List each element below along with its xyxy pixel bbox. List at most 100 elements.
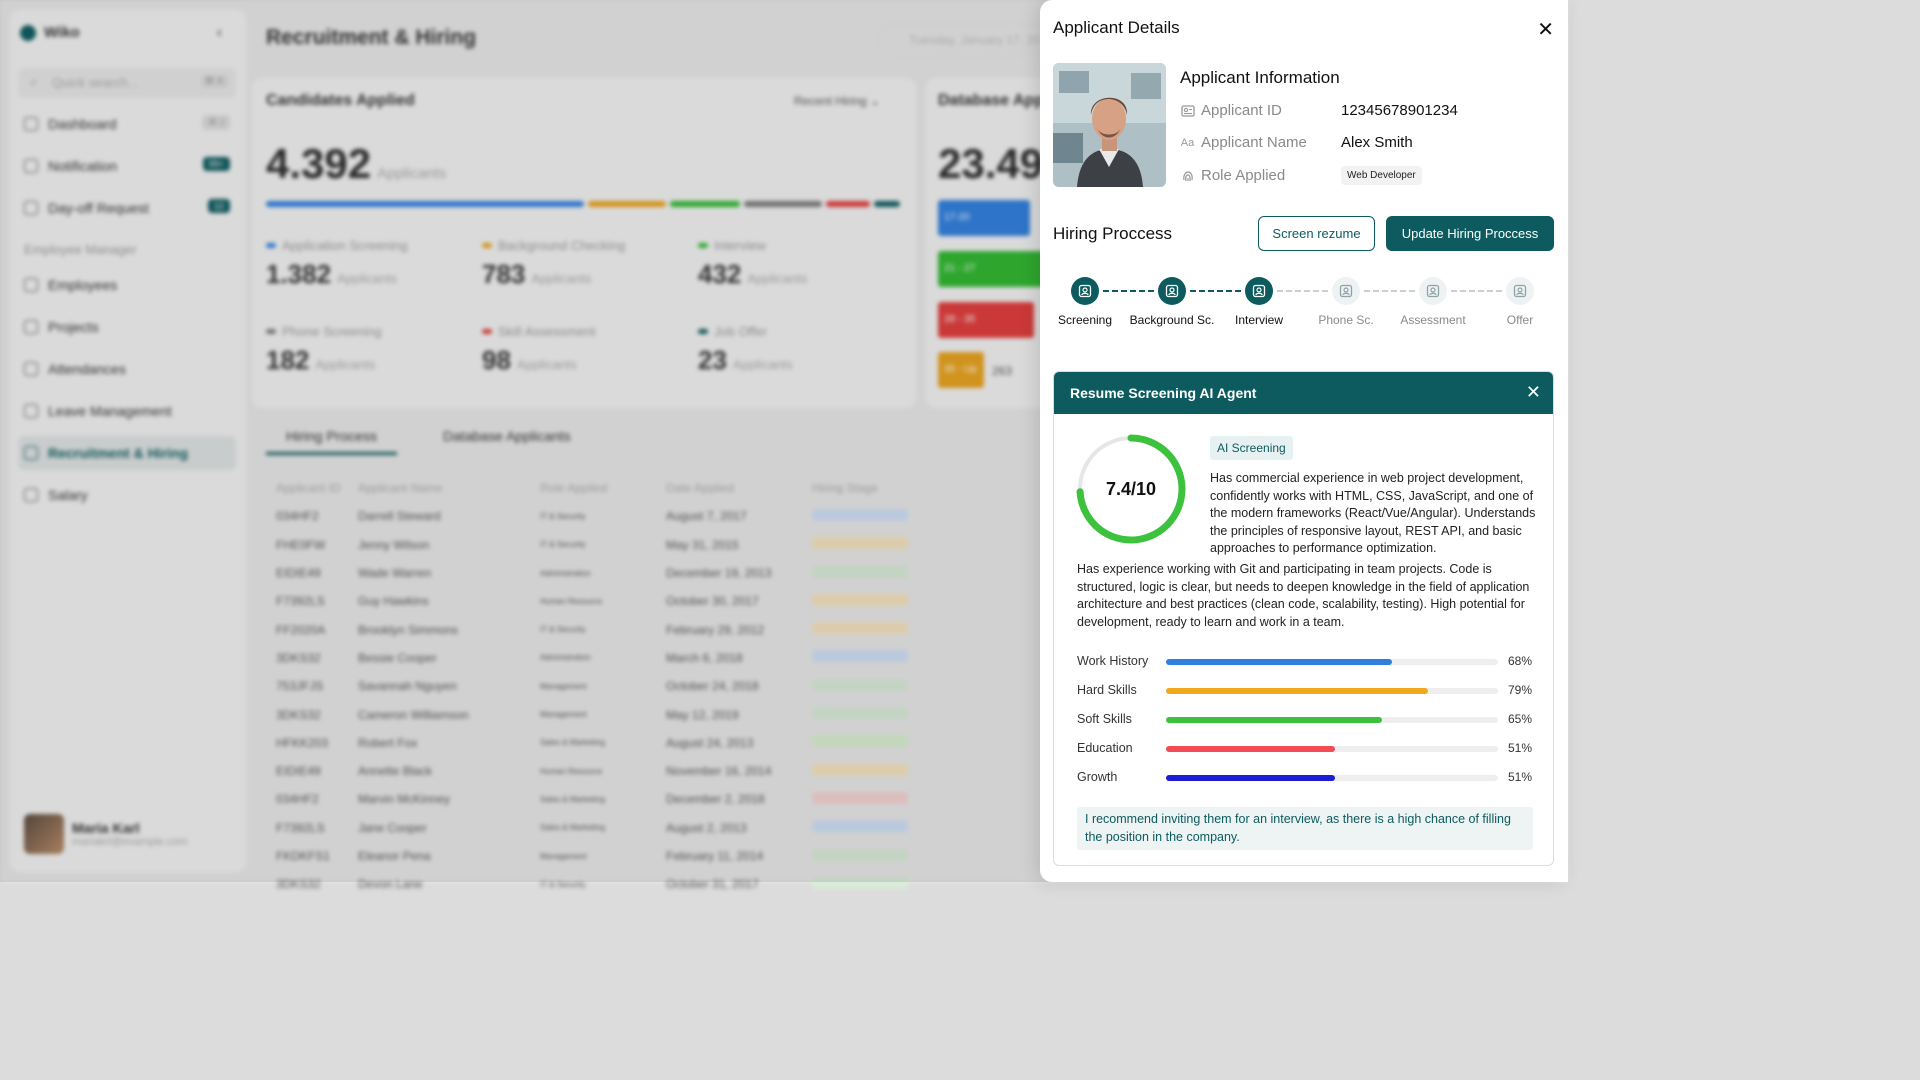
stat-value: 783 (482, 259, 526, 289)
stat-label: Interview (714, 238, 767, 253)
step-interview-icon[interactable] (1245, 277, 1273, 305)
table-cell: Guy Hawkins (358, 594, 429, 609)
table-cell (812, 763, 932, 779)
table-row[interactable]: 034HF2 Marvin McKinney Sales & Marketing De… (266, 785, 946, 813)
table-cell: Management (540, 681, 587, 691)
field-applicant-id: Applicant ID 12345678901234 (1180, 102, 1458, 119)
close-icon[interactable]: ✕ (1537, 19, 1554, 41)
table-cell: Jenny Wilson (358, 537, 430, 552)
stat-value: 182 (266, 345, 310, 375)
age-bar: 17-20 (938, 200, 1030, 236)
table-row[interactable]: 034HF2 Darrell Steward IT & Security August… (266, 502, 946, 530)
table-cell: Sales & Marketing (540, 823, 605, 833)
ai-agent-header: Resume Screening AI Agent ✕ (1054, 372, 1553, 414)
table-row[interactable]: 753JFJS Savannah Nguyen Management October … (266, 672, 946, 700)
table-row[interactable]: 3DKS32 Devon Lane IT & Security October 31,… (266, 870, 946, 898)
sidebar-item-employees[interactable]: Employees (18, 268, 236, 302)
table-row[interactable]: FF2020A Brooklyn Simmons IT & Security Febr… (266, 615, 946, 643)
sidebar-item-attendances[interactable]: Attendances (18, 352, 236, 386)
metric-fill (1166, 746, 1336, 752)
table-cell: HFKK203 (276, 735, 329, 750)
table-cell: Sales & Marketing (540, 794, 605, 804)
stat-label: Application Screening (282, 238, 408, 253)
metric-percent: 79% (1508, 683, 1533, 697)
stat-phone-screening: Phone Screening 182 Applicants (266, 324, 466, 376)
sidebar-item-day-off[interactable]: Day-off Request 12 (18, 191, 236, 225)
sidebar-item-label: Employees (48, 277, 118, 293)
col-header[interactable]: Hiring Stage (812, 481, 879, 496)
sidebar-item-leave[interactable]: Leave Management (18, 394, 236, 428)
table-row[interactable]: FHE0FW Jenny Wilson IT & Security May 31, 2… (266, 531, 946, 559)
table-row[interactable]: F7392LS Jane Cooper Sales & Marketing Augus… (266, 814, 946, 842)
search-input[interactable]: ⌕ Quick search... ⌘ K (18, 68, 236, 98)
stat-unit: Applicants (337, 271, 398, 286)
table-row[interactable]: 3DKS32 Cameron Williamson Management May 12… (266, 700, 946, 728)
table-cell (812, 735, 932, 750)
table-cell: March 6, 2018 (666, 650, 743, 665)
stage-distribution-bar (266, 201, 902, 207)
applicant-info-title: Applicant Information (1180, 68, 1340, 87)
table-row[interactable]: EIDIE49 Wade Warren Administration December… (266, 559, 946, 587)
metric-hard-skills: Hard Skills 79% (1077, 683, 1537, 699)
applicant-photo (1053, 63, 1166, 187)
table-cell (812, 622, 932, 637)
table-cell: Bessie Cooper (358, 650, 437, 665)
score-value: 7.4/10 (1105, 478, 1157, 499)
stat-value: 23 (698, 345, 727, 375)
table-cell: 3DKS32 (276, 877, 321, 892)
table-cell: February 11, 2014 (666, 849, 764, 863)
update-hiring-process-button[interactable]: Update Hiring Proccess (1386, 216, 1554, 251)
step-assessment-icon[interactable] (1419, 277, 1447, 305)
col-header[interactable]: Applicant ID (276, 481, 341, 496)
table-cell: Cameron Williamson (358, 707, 469, 722)
role-chip: Web Developer (1341, 166, 1422, 185)
table-cell: 3DKS32 (276, 707, 321, 722)
sidebar-item-recruitment[interactable]: Recruitment & Hiring (18, 436, 236, 470)
table-cell: Management (540, 710, 587, 720)
user-profile[interactable]: Maria Karl mariakrl@example.com (18, 806, 236, 862)
table-cell: IT & Security (540, 511, 586, 521)
metric-track (1166, 659, 1498, 665)
table-row[interactable]: F7392LS Guy Hawkins Human Resource October … (266, 587, 946, 615)
screen-resume-button[interactable]: Screen rezume (1258, 216, 1375, 251)
table-row[interactable]: EIDIE49 Annette Black Human Resource Novemb… (266, 757, 946, 785)
recent-hiring-dropdown[interactable]: Recent Hiring ⌄ (794, 94, 881, 108)
sidebar-item-label: Attendances (48, 361, 126, 377)
step-offer-icon[interactable] (1506, 277, 1534, 305)
segment (670, 201, 740, 207)
collapse-sidebar-icon[interactable]: ‹ (216, 24, 222, 41)
field-role-applied: Role Applied Web Developer (1180, 166, 1422, 185)
stage-badge (812, 763, 908, 776)
ai-agent-card: Resume Screening AI Agent ✕ 7.4/10 AI Sc… (1053, 371, 1554, 866)
tab-database-applicants[interactable]: Database Applicants (443, 428, 571, 444)
stat-background-checking: Background Checking 783 Applicants (482, 238, 682, 290)
metric-percent: 68% (1508, 654, 1533, 668)
close-icon[interactable]: ✕ (1525, 382, 1541, 402)
stage-badge (812, 565, 908, 578)
sidebar-item-notification[interactable]: Notification 99+ (18, 149, 236, 183)
sidebar-item-dashboard[interactable]: Dashboard ⌘ J (18, 107, 236, 141)
sidebar-item-salary[interactable]: Salary (18, 478, 236, 512)
stat-unit: Applicants (732, 357, 793, 372)
score-arc (1076, 434, 1186, 544)
table-row[interactable]: FKDKFS1 Eleanor Pena Management February 11… (266, 842, 946, 870)
sidebar: Wiko ‹ ⌕ Quick search... ⌘ K Dashboard ⌘ J … (10, 10, 246, 872)
step-phone-sc-icon[interactable] (1332, 277, 1360, 305)
table-cell: Administration (540, 653, 591, 663)
sidebar-item-projects[interactable]: Projects (18, 310, 236, 344)
stat-job-offer: Job Offer 23 Applicants (698, 324, 898, 376)
section-employee-manager[interactable]: Employee Manager (24, 242, 137, 257)
database-title: Database App (938, 92, 1045, 109)
step-screening-icon[interactable] (1071, 277, 1099, 305)
table-row[interactable]: HFKK203 Robert Fox Sales & Marketing August… (266, 729, 946, 757)
step-background-sc-icon[interactable] (1158, 277, 1186, 305)
stage-badge (812, 820, 908, 833)
col-header[interactable]: Date Applied (666, 481, 735, 496)
logo-icon (20, 24, 36, 41)
table-row[interactable]: 3DKS32 Bessie Cooper Administration March 6… (266, 644, 946, 672)
table-cell: 034HF2 (276, 509, 319, 524)
stage-badge (812, 735, 908, 748)
col-header[interactable]: Role Applied (540, 481, 608, 496)
col-header[interactable]: Applicant Name (358, 481, 443, 496)
tab-hiring-process[interactable]: Hiring Process (266, 428, 398, 455)
